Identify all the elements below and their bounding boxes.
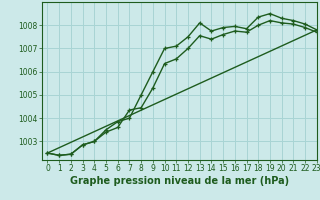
X-axis label: Graphe pression niveau de la mer (hPa): Graphe pression niveau de la mer (hPa) — [70, 176, 289, 186]
